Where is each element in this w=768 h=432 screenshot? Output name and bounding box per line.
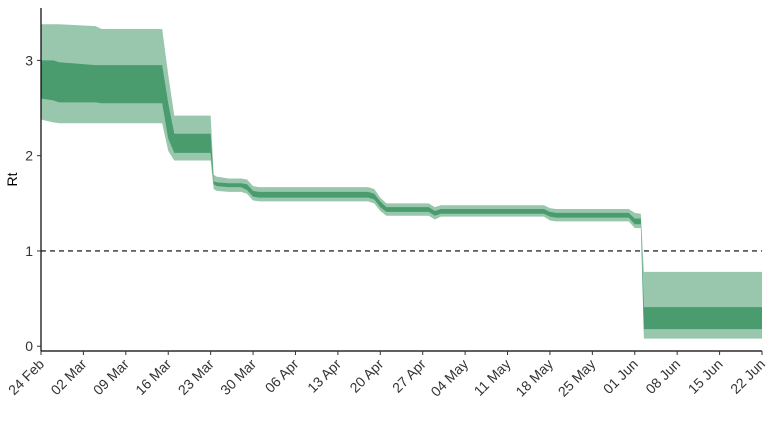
x-tick-label: 25 May (555, 356, 599, 400)
y-axis-title: Rt (4, 172, 20, 186)
x-tick-label: 01 Jun (600, 356, 641, 397)
x-tick-label: 16 Mar (132, 356, 174, 398)
rt-inner-interval-band (41, 60, 762, 330)
x-axis-ticks: 24 Feb 02 Mar 09 Mar 16 Mar 23 Mar 30 Mar 06 A… (5, 351, 768, 400)
x-tick-label: 23 Mar (175, 356, 217, 398)
x-tick-label: 04 May (427, 356, 471, 400)
y-tick-label: 1 (25, 243, 33, 259)
x-tick-label: 22 Jun (727, 356, 768, 397)
x-tick-label: 06 Apr (262, 356, 302, 396)
y-tick-label: 0 (25, 338, 33, 354)
x-tick-label: 13 Apr (304, 356, 344, 396)
x-tick-label: 15 Jun (685, 356, 726, 397)
x-tick-label: 18 May (512, 356, 556, 400)
axes (40, 8, 762, 352)
x-tick-label: 20 Apr (346, 356, 386, 396)
x-tick-label: 24 Feb (5, 356, 47, 398)
rt-bands (41, 24, 762, 339)
x-tick-label: 09 Mar (90, 356, 132, 398)
x-tick-label: 02 Mar (47, 356, 89, 398)
x-tick-label: 08 Jun (642, 356, 683, 397)
x-tick-label: 11 May (471, 356, 514, 399)
y-axis-ticks: 0 1 2 3 (25, 52, 41, 354)
rt-outer-interval-band (41, 24, 762, 339)
x-tick-label: 30 Mar (217, 356, 259, 398)
y-tick-label: 2 (25, 148, 33, 164)
y-tick-label: 3 (25, 52, 33, 68)
x-tick-label: 27 Apr (389, 356, 429, 396)
